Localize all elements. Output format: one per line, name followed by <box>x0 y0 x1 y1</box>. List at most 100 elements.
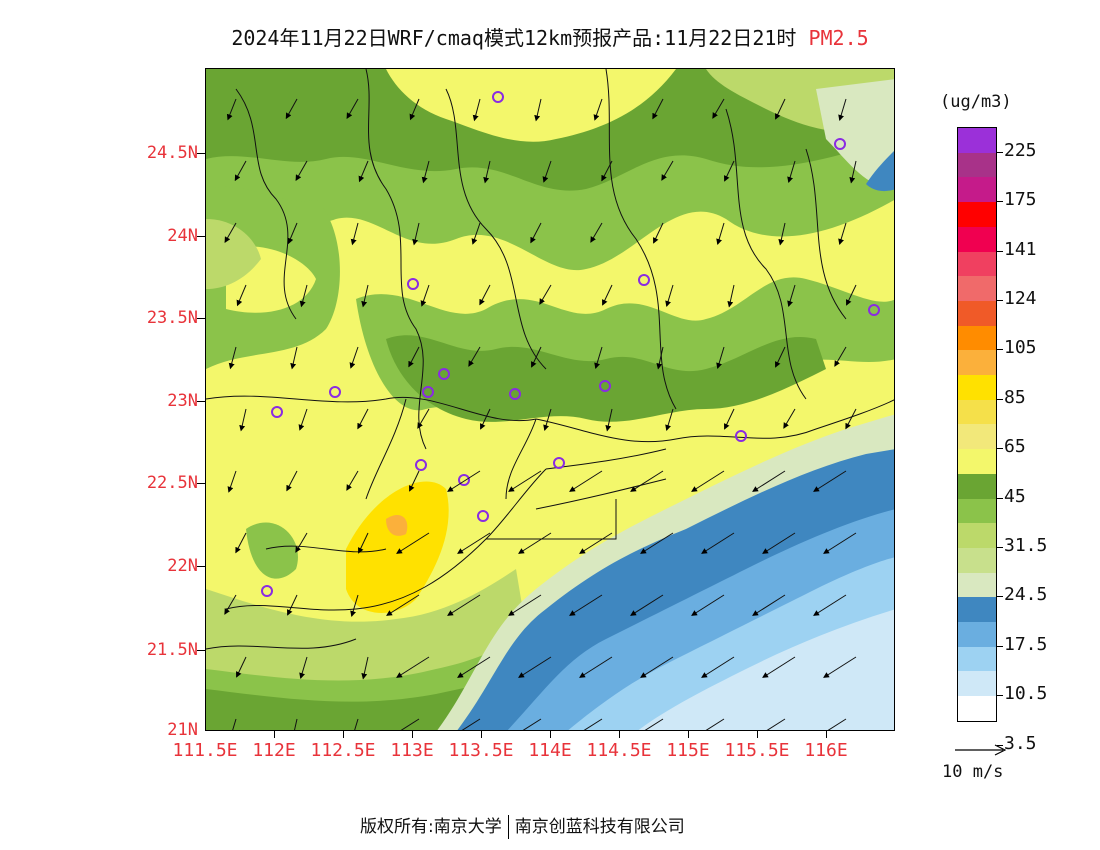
map-title: 2024年11月22日WRF/cmaq模式12km预报产品:11月22日21时 … <box>0 22 1100 51</box>
wind-arrow <box>813 470 847 492</box>
colorbar-label: 124 <box>1004 287 1037 309</box>
wind-arrow <box>396 656 430 678</box>
wind-vector-layer <box>224 98 857 730</box>
wind-arrow <box>224 222 237 243</box>
colorbar-segment <box>958 498 996 524</box>
wind-arrow <box>358 160 369 183</box>
wind-arrow <box>234 160 247 182</box>
wind-arrow <box>417 408 430 429</box>
wind-arrow <box>457 532 491 554</box>
wind-arrow <box>522 718 542 730</box>
wind-arrow <box>346 470 359 491</box>
wind-arrow <box>361 284 369 308</box>
wind-arrow <box>778 222 786 246</box>
wind-arrow <box>640 656 674 678</box>
wind-arrow <box>724 160 735 182</box>
wind-arrow <box>630 470 664 492</box>
x-tick-label: 114.5E <box>586 740 652 761</box>
wind-arrow <box>346 98 359 119</box>
colorbar-segment <box>958 449 996 474</box>
wind-arrow <box>787 284 796 308</box>
colorbar-segment <box>958 177 996 203</box>
wind-arrow <box>447 594 481 616</box>
wind-arrow <box>602 284 613 306</box>
wind-arrow <box>752 594 786 616</box>
wind-arrow <box>539 284 552 305</box>
wind-arrow <box>480 408 491 430</box>
colorbar-unit: (ug/m3) <box>940 92 1012 112</box>
wind-arrow <box>421 160 430 184</box>
colorbar-segment <box>958 251 996 277</box>
colorbar-label: 141 <box>1004 238 1037 260</box>
wind-arrow <box>298 408 308 431</box>
wind-reference-label: 10 m/s <box>942 762 1004 782</box>
wind-arrow <box>228 346 237 370</box>
wind-arrow <box>846 284 857 306</box>
wind-arrow <box>294 718 298 730</box>
wind-reference-arrow <box>955 744 1007 756</box>
colorbar-label: 45 <box>1004 485 1026 507</box>
wind-arrow <box>656 346 664 370</box>
wind-arrow <box>457 656 491 678</box>
wind-arrow <box>593 98 603 121</box>
wind-arrow <box>290 346 298 370</box>
wind-arrow <box>766 718 786 730</box>
colorbar-segment <box>958 325 996 351</box>
colorbar-label: 3.5 <box>1004 732 1037 754</box>
wind-arrow <box>226 98 237 121</box>
wind-arrow <box>834 346 847 367</box>
y-tick-label: 23.5N <box>146 308 198 328</box>
wind-arrow <box>849 160 857 184</box>
pm25-forecast-map <box>205 68 895 731</box>
wind-arrow <box>590 222 603 243</box>
wind-arrow <box>227 470 237 493</box>
wind-arrow <box>762 532 796 554</box>
colorbar-label: 31.5 <box>1004 535 1048 557</box>
title-pollutant: PM2.5 <box>808 26 869 50</box>
x-tick-label: 115E <box>666 740 710 761</box>
colorbar-segment <box>958 276 996 301</box>
wind-arrow <box>409 470 420 492</box>
wind-arrow <box>701 656 735 678</box>
y-tick-label: 23N <box>167 391 198 411</box>
x-tick-label: 113.5E <box>448 740 514 761</box>
wind-arrow <box>640 532 674 554</box>
colorbar-segment <box>958 399 996 425</box>
colorbar-segment <box>958 622 996 647</box>
wind-arrow <box>661 160 674 181</box>
wind-arrow <box>724 408 735 430</box>
site-markers <box>261 91 880 597</box>
wind-arrow <box>691 594 725 616</box>
x-tick-label: 112E <box>252 740 296 761</box>
wind-arrow <box>350 594 359 618</box>
colorbar-segment <box>958 202 996 227</box>
wind-arrow <box>472 98 481 122</box>
wind-arrow <box>461 718 481 730</box>
footer-left: 版权所有:南京大学 <box>360 817 502 837</box>
wind-arrow <box>845 408 857 430</box>
wind-arrow <box>286 470 298 492</box>
wind-arrow <box>652 98 664 120</box>
colorbar-label: 175 <box>1004 189 1037 211</box>
wind-arrow <box>775 98 786 120</box>
wind-arrow <box>518 532 552 554</box>
wind-arrow <box>354 718 359 730</box>
x-tick-label: 115.5E <box>724 740 790 761</box>
wind-arrow <box>644 718 664 730</box>
x-tick-label: 116E <box>804 740 848 761</box>
wind-arrow <box>542 160 552 183</box>
wind-arrow <box>396 532 430 554</box>
wind-arrow <box>447 470 481 492</box>
wind-arrow <box>665 408 674 432</box>
wind-arrow <box>295 160 308 181</box>
wind-arrow <box>483 160 491 184</box>
wind-arrow <box>295 532 308 553</box>
wind-arrow <box>783 408 796 429</box>
footer-right: 南京创蓝科技有限公司 <box>514 817 685 837</box>
wind-arrow <box>386 594 420 616</box>
colorbar-label: 85 <box>1004 386 1026 408</box>
wind-arrow <box>712 98 725 119</box>
colorbar-segment <box>958 226 996 252</box>
colorbar-label: 17.5 <box>1004 633 1048 655</box>
wind-arrow <box>716 222 725 246</box>
